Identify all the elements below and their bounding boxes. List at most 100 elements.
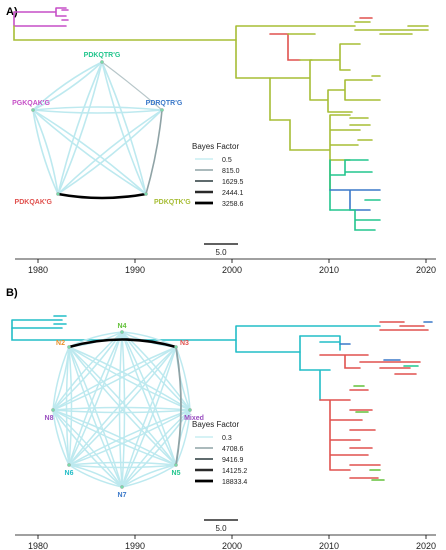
axis-tick-label: 2020 xyxy=(416,265,436,275)
legend-value: 18833.4 xyxy=(222,479,247,486)
network-b-edge xyxy=(175,346,191,411)
axis-tick-label: 2010 xyxy=(319,265,339,275)
network-b-edge xyxy=(121,346,177,488)
axis-tick-label: 2020 xyxy=(416,541,436,550)
network-b-node xyxy=(51,408,55,412)
tree-a-teal-upper xyxy=(329,159,373,211)
tree-a-olive-tips xyxy=(349,117,373,141)
axis-tick-label: 1980 xyxy=(28,265,48,275)
legend-value: 1629.5 xyxy=(222,179,244,186)
network-b-node xyxy=(120,485,124,489)
network-a-edge xyxy=(32,61,103,111)
axis-tick-label: 2010 xyxy=(319,541,339,550)
tree-a-olive-mid xyxy=(287,33,316,61)
axis-tick-label: 2000 xyxy=(222,541,242,550)
network-a-node-label: PDKQTK'G xyxy=(154,199,191,206)
tree-b-main-split xyxy=(235,325,381,353)
network-b-edge xyxy=(68,346,177,466)
network-a-edge xyxy=(32,109,59,195)
tree-b-cyan-low xyxy=(299,369,331,401)
tree-b-root-clade xyxy=(11,315,67,329)
panel-a: A) PDKQTR'G PDRQTR'G PDKQTK'G PDKQAK'G PGKQA… xyxy=(6,6,436,275)
network-b-edges xyxy=(52,331,191,488)
legend-value: 14125.2 xyxy=(222,468,247,475)
panel-b-label: B) xyxy=(6,287,18,299)
network-b-edge xyxy=(68,331,123,466)
network-b-edge xyxy=(118,331,123,488)
tree-b-red-clade xyxy=(319,354,421,375)
network-a-edge xyxy=(145,109,163,195)
network-b-node xyxy=(67,463,71,467)
network-b-edge xyxy=(175,409,191,466)
legend-b-entries: 0.3 4708.6 9416.9 14125.2 18833.4 xyxy=(195,435,247,486)
legend-b: Bayes Factor 0.3 4708.6 9416.9 14125.2 18833… xyxy=(192,420,247,486)
legend-a-entries: 0.5 815.0 1629.5 2444.1 3258.6 xyxy=(195,157,244,208)
network-b-node xyxy=(188,408,192,412)
legend-value: 9416.9 xyxy=(222,457,244,464)
legend-value: 0.3 xyxy=(222,435,232,442)
network-b-edge xyxy=(68,346,73,466)
network-b-edge xyxy=(121,409,191,488)
network-b-edge xyxy=(52,346,70,411)
network-b-edge xyxy=(175,346,182,466)
network-a-edge xyxy=(57,61,103,195)
scale-bar-b-label: 5.0 xyxy=(215,524,227,533)
network-a-edge xyxy=(57,192,147,200)
network-b-node xyxy=(120,330,124,334)
network-a-edges xyxy=(32,61,163,200)
legend-a: Bayes Factor 0.5 815.0 1629.5 2444.1 3258.6 xyxy=(192,142,244,208)
network-b-edge xyxy=(121,464,177,488)
legend-value: 815.0 xyxy=(222,168,240,175)
phylo-tree-a xyxy=(13,7,429,231)
tree-a-lower-olive xyxy=(269,114,361,191)
network-b-node-label: N2 xyxy=(56,340,65,347)
network-b-edge xyxy=(68,346,177,466)
network-a-edge xyxy=(57,61,103,195)
network-b-edge xyxy=(52,409,70,466)
network-a-node xyxy=(31,108,35,112)
network-a-node xyxy=(100,60,104,64)
network-b-edge xyxy=(68,461,177,466)
network-b-edge xyxy=(68,409,191,466)
legend-a-title: Bayes Factor xyxy=(192,142,239,151)
panel-a-label: A) xyxy=(6,6,18,18)
network-b-edge xyxy=(68,409,191,466)
network-b-node-label: N6 xyxy=(65,470,74,477)
network-b-node xyxy=(174,345,178,349)
axis-tick-label: 1990 xyxy=(125,265,145,275)
network-b-edge xyxy=(52,409,123,488)
tree-a-backbone xyxy=(13,25,237,41)
network-b-node-label: Mixed xyxy=(184,415,204,422)
network-a-edge xyxy=(32,109,163,114)
tree-b-green-tips xyxy=(353,385,369,413)
axis-tick-label: 1990 xyxy=(125,541,145,550)
tree-b-red-top xyxy=(379,321,429,331)
network-b-edge xyxy=(121,331,177,466)
legend-value: 3258.6 xyxy=(222,201,244,208)
legend-value: 4708.6 xyxy=(222,446,244,453)
legend-value: 2444.1 xyxy=(222,190,244,197)
network-b: N4 N3 Mixed N5 N7 N6 N8 N2 xyxy=(45,323,204,499)
network-a-edge xyxy=(32,109,147,195)
network-b-edge xyxy=(52,346,70,411)
network-b-edge xyxy=(68,346,123,488)
network-b-edge xyxy=(68,464,177,469)
network-a: PDKQTR'G PDRQTR'G PDKQTK'G PDKQAK'G PGKQAK'G xyxy=(12,52,191,206)
network-a-node xyxy=(160,108,164,112)
network-b-edge xyxy=(121,331,177,466)
network-b-node-label: N7 xyxy=(118,492,127,499)
network-b-edge xyxy=(121,331,126,488)
legend-value: 0.5 xyxy=(222,157,232,164)
tree-b-red-lower xyxy=(319,389,381,479)
network-a-edge xyxy=(101,61,147,195)
network-b-edge xyxy=(68,338,177,349)
tree-a-top-tips xyxy=(354,21,429,35)
network-b-edge xyxy=(52,409,123,488)
tree-a-blue xyxy=(329,189,381,211)
network-a-node-label: PDKQTR'G xyxy=(84,52,121,59)
tree-b-cyan-mid xyxy=(299,335,341,351)
axis-tick-label: 2000 xyxy=(222,265,242,275)
axis-a-ticks: 1980 1990 2000 2010 2020 xyxy=(28,259,436,275)
tree-a-red-branch xyxy=(269,33,301,61)
